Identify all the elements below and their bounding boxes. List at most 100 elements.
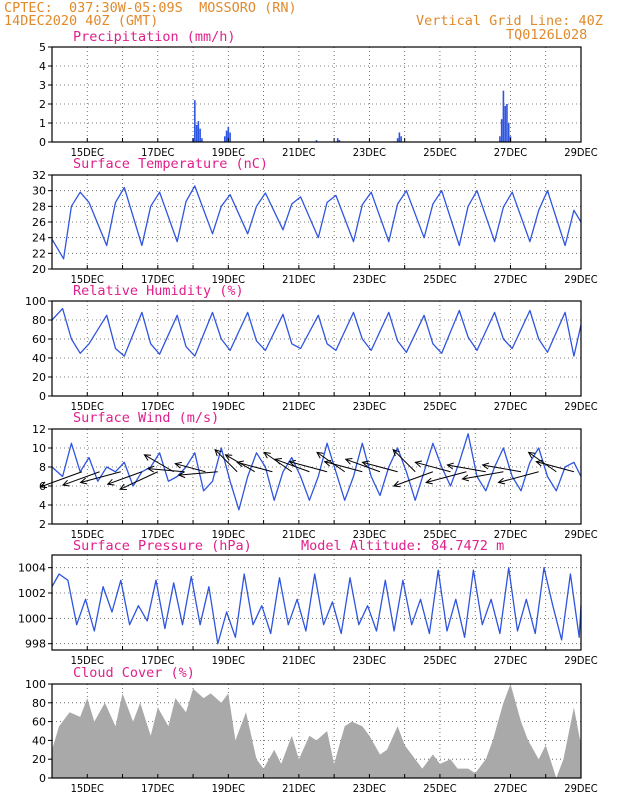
precipitation-bar [195, 124, 198, 142]
wind-vector-head [39, 481, 48, 489]
wind-vector-head [446, 462, 454, 470]
cloud-cover-xtick-label: 23DEC [353, 782, 386, 795]
wind-vector-head [461, 474, 470, 482]
wind-vector [462, 471, 504, 480]
precipitation-bar [338, 140, 341, 142]
wind-vector-head [361, 460, 370, 468]
wind-vector-head [214, 448, 222, 457]
wind-vector-head [316, 451, 324, 459]
cloud-cover-xtick-label: 17DEC [141, 782, 174, 795]
precipitation-title: Precipitation (mm/h) [73, 29, 236, 45]
wind-vector-head [224, 454, 233, 461]
pressure-ytick-label: 1004 [18, 562, 46, 575]
temperature-xtick-label: 27DEC [494, 273, 527, 286]
wind-vector-head [535, 459, 543, 467]
humidity-xtick-label: 23DEC [353, 400, 386, 413]
wind-xtick-label: 17DEC [141, 528, 174, 541]
wind-vector-head [143, 454, 152, 461]
wind-vector [214, 449, 238, 473]
humidity-ytick-label: 40 [32, 352, 46, 365]
wind-xtick-label: 27DEC [494, 528, 527, 541]
cloud-cover-ytick-label: 40 [32, 734, 46, 747]
pressure-xtick-label: 17DEC [141, 654, 174, 667]
cloud-cover-xtick-label: 25DEC [423, 782, 456, 795]
precipitation-xtick-label: 25DEC [423, 146, 456, 159]
wind-vector-head [177, 471, 186, 479]
wind-vector [447, 464, 486, 473]
humidity-line [51, 307, 582, 357]
wind-ytick-label: 8 [39, 461, 46, 474]
precipitation-xtick-label: 29DEC [564, 146, 597, 159]
temperature-xtick-label: 17DEC [141, 273, 174, 286]
wind-ytick-label: 6 [39, 480, 46, 493]
temperature-xtick-label: 19DEC [212, 273, 245, 286]
precipitation-bar [504, 105, 506, 142]
wind-vector-head [119, 483, 127, 491]
wind-vector [345, 458, 381, 473]
temperature-ytick-label: 26 [32, 216, 46, 229]
wind-vector [80, 471, 121, 483]
wind-ytick-label: 12 [32, 423, 46, 436]
wind-vector [175, 463, 206, 473]
cloud-cover-ytick-label: 100 [25, 678, 46, 691]
humidity-frame [51, 300, 582, 397]
cloud-cover-xtick-label: 27DEC [494, 782, 527, 795]
pressure-xtick-label: 23DEC [353, 654, 386, 667]
wind-xtick-label: 25DEC [423, 528, 456, 541]
wind-vector-head [106, 478, 115, 486]
wind-ytick-label: 10 [32, 442, 46, 455]
precipitation-xtick-label: 21DEC [282, 146, 315, 159]
humidity-panel: Relative Humidity (%) 0 20 40 60 80 100 15DEC 17… [25, 283, 598, 413]
pressure-ytick-label: 1000 [18, 612, 46, 625]
wind-vector-head [61, 479, 70, 487]
wind-xtick-label: 15DEC [71, 528, 104, 541]
precipitation-xtick-label: 19DEC [212, 146, 245, 159]
precipitation-panel: Precipitation (mm/h) 0 1 2 3 4 5 15DEC 17DEC 19DE… [39, 29, 598, 159]
wind-vector [119, 471, 159, 490]
precipitation-bar [499, 136, 501, 142]
precipitation-bar [315, 140, 318, 142]
humidity-ytick-label: 0 [39, 390, 46, 403]
humidity-ytick-label: 80 [32, 314, 46, 327]
precipitation-frame [51, 46, 582, 143]
cloud-cover-xtick-label: 15DEC [71, 782, 104, 795]
temperature-xtick-label: 15DEC [71, 273, 104, 286]
wind-vector [147, 468, 185, 473]
wind-vector [393, 471, 434, 487]
precipitation-bar [199, 128, 201, 142]
wind-vector-head [263, 451, 271, 459]
humidity-xtick-label: 29DEC [564, 400, 597, 413]
precipitation-bar [201, 138, 203, 142]
precipitation-bar [502, 90, 505, 142]
precipitation-bar [225, 130, 228, 142]
pressure-xtick-label: 19DEC [212, 654, 245, 667]
precipitation-bar [224, 136, 226, 142]
precipitation-bar [398, 132, 401, 142]
precipitation-bar [500, 119, 503, 142]
wind-vector [316, 451, 346, 473]
wind-vector-head [497, 477, 506, 485]
wind-vector-head [481, 462, 490, 470]
wind-panel: Surface Wind (m/s) 2 4 6 8 10 12 15DEC 17DEC 19DE… [32, 410, 598, 541]
precipitation-ytick-label: 4 [39, 60, 46, 73]
wind-vector [62, 471, 100, 486]
cloud-cover-xtick-label: 29DEC [564, 782, 597, 795]
temperature-line [51, 185, 582, 260]
precipitation-bar [396, 138, 399, 142]
header-location: CPTEC: 037:30W-05:09S MOSSORO (RN) [4, 0, 297, 16]
temperature-ytick-label: 20 [32, 263, 46, 276]
humidity-xtick-label: 19DEC [212, 400, 245, 413]
humidity-ytick-label: 60 [32, 333, 46, 346]
precipitation-xtick-label: 23DEC [353, 146, 386, 159]
wind-ytick-label: 2 [39, 518, 46, 531]
temperature-ytick-label: 24 [32, 232, 46, 245]
pressure-xtick-label: 25DEC [423, 654, 456, 667]
wind-xtick-label: 21DEC [282, 528, 315, 541]
humidity-title: Relative Humidity (%) [73, 283, 244, 299]
pressure-xtick-label: 29DEC [564, 654, 597, 667]
cloud-cover-title: Cloud Cover (%) [73, 665, 195, 681]
precipitation-bar [507, 123, 510, 142]
humidity-xtick-label: 21DEC [282, 400, 315, 413]
precipitation-bar [229, 132, 231, 142]
pressure-ytick-label: 1002 [18, 587, 46, 600]
